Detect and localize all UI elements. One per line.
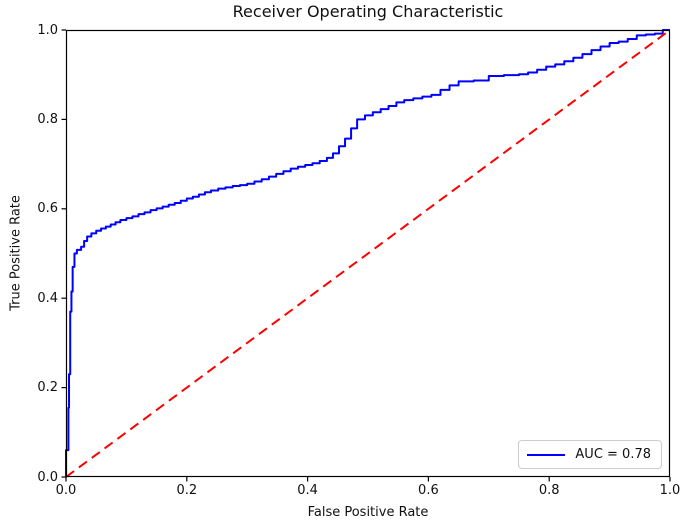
legend-box: AUC = 0.78 xyxy=(518,440,662,469)
roc-curve xyxy=(65,29,670,477)
y-tick-label: 0.4 xyxy=(37,290,58,306)
x-tick-label: 0.0 xyxy=(55,483,77,498)
x-tick-label: 0.2 xyxy=(176,483,198,498)
x-tick-label: 0.8 xyxy=(538,483,560,498)
x-tick-label: 0.6 xyxy=(418,483,439,498)
x-axis-label: False Positive Rate xyxy=(307,505,429,520)
legend-label: AUC = 0.78 xyxy=(575,447,651,462)
y-tick-label: 0.2 xyxy=(37,380,58,396)
x-tick-label: 0.4 xyxy=(297,483,318,498)
y-tick-label: 0.6 xyxy=(37,201,58,217)
plot-svg xyxy=(61,29,671,482)
chance-diagonal-line xyxy=(65,29,671,478)
legend-roc-line-sample xyxy=(527,453,566,456)
y-tick-label: 0.8 xyxy=(37,111,58,127)
axes-spines xyxy=(65,29,671,478)
plot-area: AUC = 0.78 xyxy=(61,29,671,482)
y-tick-label: 0.0 xyxy=(37,469,58,485)
y-tick-label: 1.0 xyxy=(37,22,58,38)
chart-title: Receiver Operating Characteristic xyxy=(232,2,504,21)
x-tick-label: 1.0 xyxy=(659,483,681,498)
